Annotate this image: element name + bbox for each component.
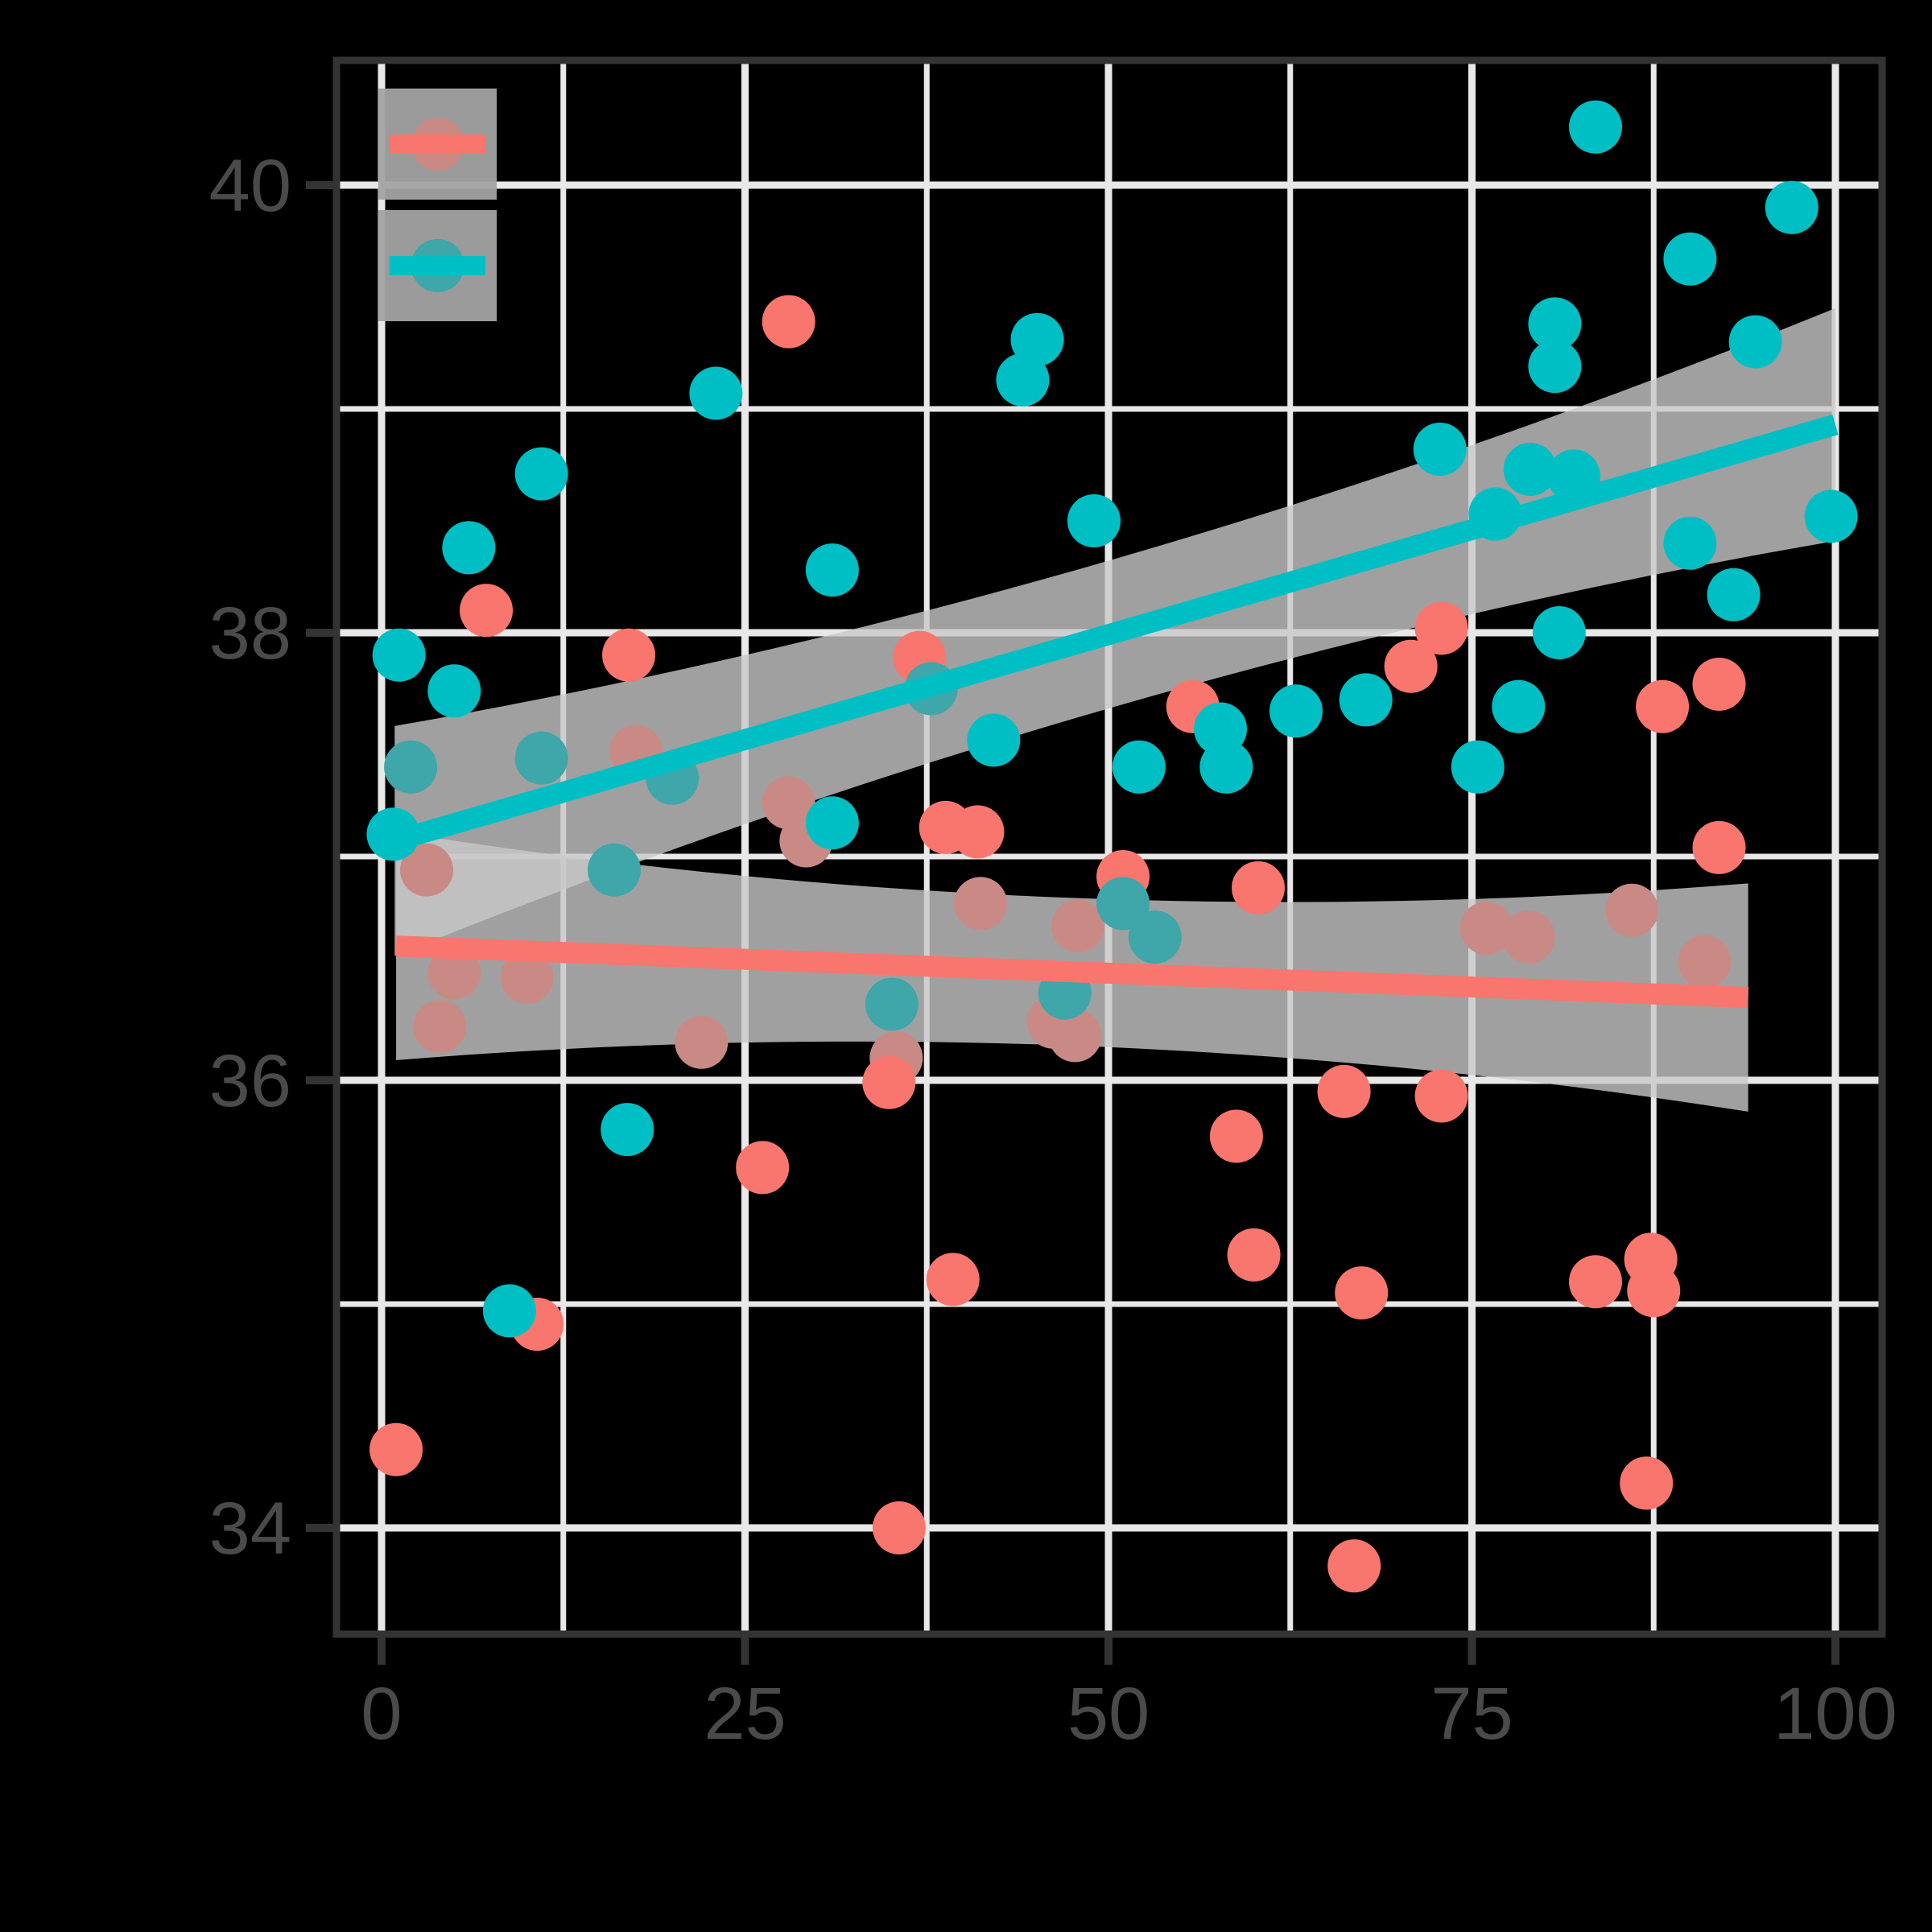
- point-group-teal: [442, 521, 496, 575]
- point-group-teal: [1413, 423, 1467, 477]
- point-group-red: [500, 951, 554, 1005]
- point-group-teal: [1804, 489, 1858, 543]
- point-group-teal: [1269, 684, 1323, 738]
- x-tick-label: 0: [361, 1673, 402, 1755]
- point-group-teal: [1569, 100, 1623, 154]
- point-group-teal: [805, 796, 859, 850]
- point-group-red: [1620, 1456, 1674, 1510]
- point-group-teal: [1728, 315, 1782, 369]
- point-group-red: [1459, 901, 1513, 955]
- point-group-red: [1317, 1064, 1371, 1118]
- point-group-red: [460, 584, 514, 638]
- point-group-teal: [967, 713, 1021, 767]
- point-group-red: [762, 295, 815, 349]
- regression-line-group-teal: [391, 414, 1839, 852]
- regression-line-group-red: [395, 935, 1749, 1009]
- point-group-red: [1569, 1255, 1623, 1309]
- point-group-red: [1051, 899, 1105, 953]
- point-group-teal: [514, 447, 568, 501]
- point-group-red: [1501, 910, 1555, 964]
- y-tick-label: 40: [209, 145, 291, 227]
- point-group-red: [675, 1015, 729, 1069]
- point-group-teal: [805, 543, 859, 597]
- point-group-teal: [1199, 740, 1253, 794]
- point-group-teal: [1010, 312, 1064, 366]
- point-group-red: [862, 1055, 916, 1109]
- point-group-teal: [1096, 877, 1150, 931]
- point-group-red: [1678, 935, 1732, 989]
- point-group-teal: [587, 843, 641, 897]
- point-group-red: [427, 946, 481, 1000]
- point-group-red: [954, 877, 1008, 931]
- point-group-teal: [601, 1103, 654, 1157]
- point-group-teal: [514, 731, 568, 785]
- point-group-red: [413, 1000, 467, 1054]
- point-group-teal: [1339, 673, 1393, 727]
- point-group-teal: [1663, 516, 1717, 570]
- point-group-teal: [1765, 180, 1818, 234]
- point-group-red: [926, 1253, 980, 1307]
- point-group-red: [1327, 1539, 1381, 1593]
- point-group-red: [872, 1501, 926, 1554]
- point-group-red: [1384, 639, 1438, 693]
- point-group-teal: [689, 366, 743, 420]
- point-group-teal: [1663, 232, 1717, 286]
- point-group-teal: [996, 353, 1050, 407]
- point-group-red: [1414, 1069, 1468, 1123]
- regression-lines: [391, 414, 1839, 1009]
- point-group-teal: [1528, 297, 1582, 351]
- point-group-red: [1636, 679, 1690, 733]
- point-group-teal: [482, 1284, 536, 1338]
- point-group-teal: [1503, 443, 1557, 497]
- y-tick-label: 36: [209, 1040, 291, 1122]
- point-group-red: [1414, 601, 1468, 655]
- point-group-teal: [1451, 740, 1505, 794]
- point-group-teal: [372, 628, 426, 682]
- y-tick-label: 38: [209, 592, 291, 675]
- point-group-red: [1209, 1109, 1263, 1163]
- y-tick-label: 34: [209, 1488, 291, 1570]
- x-tick-label: 25: [704, 1673, 786, 1755]
- data-points: [366, 100, 1858, 1593]
- point-group-teal: [865, 977, 919, 1031]
- axis-labels: 0 25 50 75 100 34 36 38 40: [209, 145, 1897, 1755]
- x-tick-label: 100: [1773, 1673, 1897, 1755]
- point-group-red: [602, 628, 656, 682]
- point-group-red: [1692, 657, 1746, 711]
- point-group-teal: [1707, 568, 1761, 621]
- point-group-teal: [427, 664, 481, 718]
- point-group-red: [369, 1422, 423, 1476]
- point-group-teal: [1528, 340, 1582, 394]
- point-group-teal: [1112, 740, 1166, 794]
- point-group-red: [1335, 1266, 1389, 1320]
- point-group-red: [399, 843, 453, 897]
- x-tick-label: 75: [1430, 1673, 1513, 1755]
- point-group-red: [951, 805, 1005, 859]
- point-group-red: [1627, 1264, 1681, 1318]
- point-group-teal: [1128, 910, 1182, 964]
- legend: [378, 89, 497, 321]
- point-group-red: [1692, 820, 1746, 874]
- point-group-teal: [1492, 679, 1546, 733]
- point-group-red: [736, 1141, 790, 1195]
- point-group-red: [1605, 883, 1659, 937]
- point-group-teal: [1532, 606, 1586, 659]
- point-group-teal: [384, 740, 438, 794]
- x-tick-label: 50: [1067, 1673, 1150, 1755]
- point-group-red: [1227, 1228, 1281, 1282]
- point-group-red: [1232, 861, 1286, 914]
- point-group-red: [1048, 1009, 1102, 1063]
- point-group-teal: [1067, 494, 1121, 547]
